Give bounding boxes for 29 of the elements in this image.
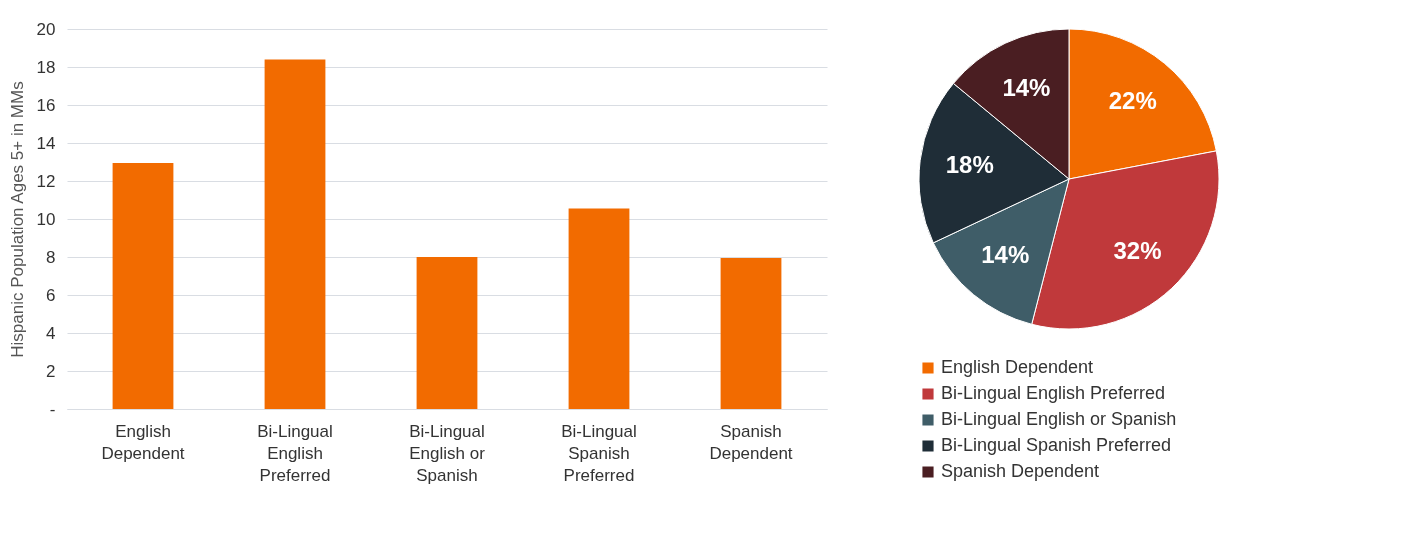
- bar: [264, 59, 326, 409]
- y-tick-label: 18: [36, 57, 56, 77]
- x-tick-label: Spanish Dependent: [709, 421, 793, 463]
- y-tick-label: -: [49, 399, 56, 419]
- y-tick-label: 16: [36, 95, 56, 115]
- bar: [720, 257, 782, 409]
- legend-label: English Dependent: [941, 357, 1094, 377]
- x-tick-label: Bi-Lingual English Preferred: [257, 421, 333, 485]
- bar: [416, 257, 478, 409]
- x-tick-label: Bi-Lingual Spanish Preferred: [561, 421, 637, 485]
- y-tick-label: 6: [46, 285, 56, 305]
- bar: [568, 208, 630, 409]
- data-label: 18%: [945, 151, 994, 179]
- data-label: 14%: [981, 241, 1030, 269]
- y-tick-label: 14: [36, 133, 56, 153]
- y-axis-title: Hispanic Population Ages 5+ in MMs: [7, 81, 27, 358]
- y-tick-label: 2: [46, 361, 56, 381]
- data-label: 32%: [1113, 236, 1162, 264]
- y-tick-label: 8: [46, 247, 56, 267]
- x-tick-label: Bi-Lingual English or Spanish: [409, 421, 486, 485]
- y-tick-label: 4: [46, 323, 56, 343]
- x-tick-label: English Dependent: [101, 421, 185, 463]
- y-tick-label: 12: [36, 171, 56, 191]
- bar: [112, 162, 174, 409]
- data-label: 14%: [1002, 73, 1051, 101]
- y-tick-label: 10: [36, 209, 56, 229]
- y-tick-label: 20: [36, 19, 56, 39]
- data-label: 22%: [1108, 86, 1157, 114]
- legend-label: Bi-Lingual English Preferred: [941, 383, 1166, 403]
